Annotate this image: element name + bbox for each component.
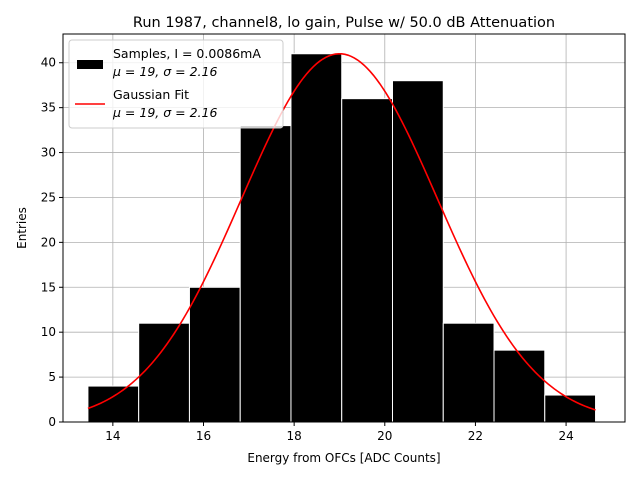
y-tick-label: 15 <box>41 280 56 294</box>
histogram-bars <box>87 53 597 423</box>
histogram-bar <box>442 322 495 423</box>
legend-samples-swatch <box>77 60 103 69</box>
plot-frame <box>62 33 626 423</box>
y-tick-label: 25 <box>41 190 56 204</box>
legend: Samples, I = 0.0086mA μ = 19, σ = 2.16 G… <box>68 39 284 129</box>
y-axis-label: Entries <box>15 207 29 249</box>
chart-title: Run 1987, channel8, lo gain, Pulse w/ 50… <box>133 15 555 31</box>
legend-box <box>68 39 284 129</box>
y-tick-label: 0 <box>48 415 56 429</box>
y-axis: 0 5 10 15 20 25 30 35 40 <box>41 56 63 429</box>
x-tick-label: 24 <box>558 429 573 443</box>
histogram-bar <box>138 322 190 423</box>
y-tick-label: 30 <box>41 146 56 160</box>
histogram-bar <box>290 53 343 423</box>
histogram-bar <box>87 385 140 423</box>
y-tick-label: 10 <box>41 325 56 339</box>
y-tick-label: 40 <box>41 56 56 70</box>
x-tick-label: 22 <box>468 429 483 443</box>
y-tick-label: 20 <box>41 235 56 249</box>
histogram-bar <box>341 98 393 423</box>
x-tick-label: 14 <box>105 429 120 443</box>
gaussian-fit-line <box>87 52 596 411</box>
histogram-bar <box>493 349 546 423</box>
x-axis: 14 16 18 20 22 24 <box>105 422 574 443</box>
histogram-bar <box>188 286 241 423</box>
y-tick-label: 5 <box>48 370 56 384</box>
y-tick-label: 35 <box>41 101 56 115</box>
x-tick-label: 16 <box>196 429 211 443</box>
histogram-bar <box>544 394 597 423</box>
legend-fit-stats: μ = 19, σ = 2.16 <box>112 105 217 120</box>
x-tick-label: 18 <box>287 429 302 443</box>
x-tick-label: 20 <box>377 429 392 443</box>
histogram-bar <box>239 125 292 423</box>
legend-samples-stats: μ = 19, σ = 2.16 <box>112 64 217 79</box>
histogram-bar <box>391 80 444 423</box>
x-axis-label: Energy from OFCs [ADC Counts] <box>247 451 440 465</box>
legend-fit-label: Gaussian Fit <box>113 87 189 102</box>
legend-samples-label: Samples, I = 0.0086mA <box>113 46 261 61</box>
